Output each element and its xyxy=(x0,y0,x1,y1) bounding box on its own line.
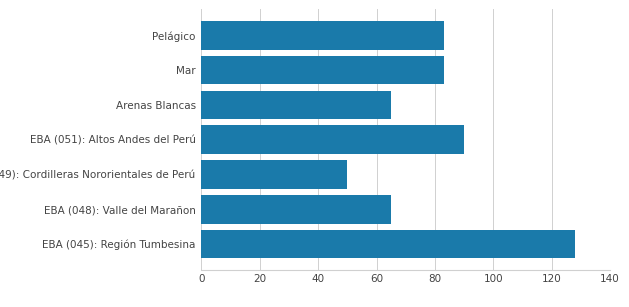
Bar xyxy=(201,21,443,50)
Bar xyxy=(201,56,443,84)
Bar xyxy=(201,230,575,258)
Bar xyxy=(201,91,391,119)
Bar xyxy=(201,126,464,154)
Bar xyxy=(201,160,347,189)
Bar xyxy=(201,195,391,223)
